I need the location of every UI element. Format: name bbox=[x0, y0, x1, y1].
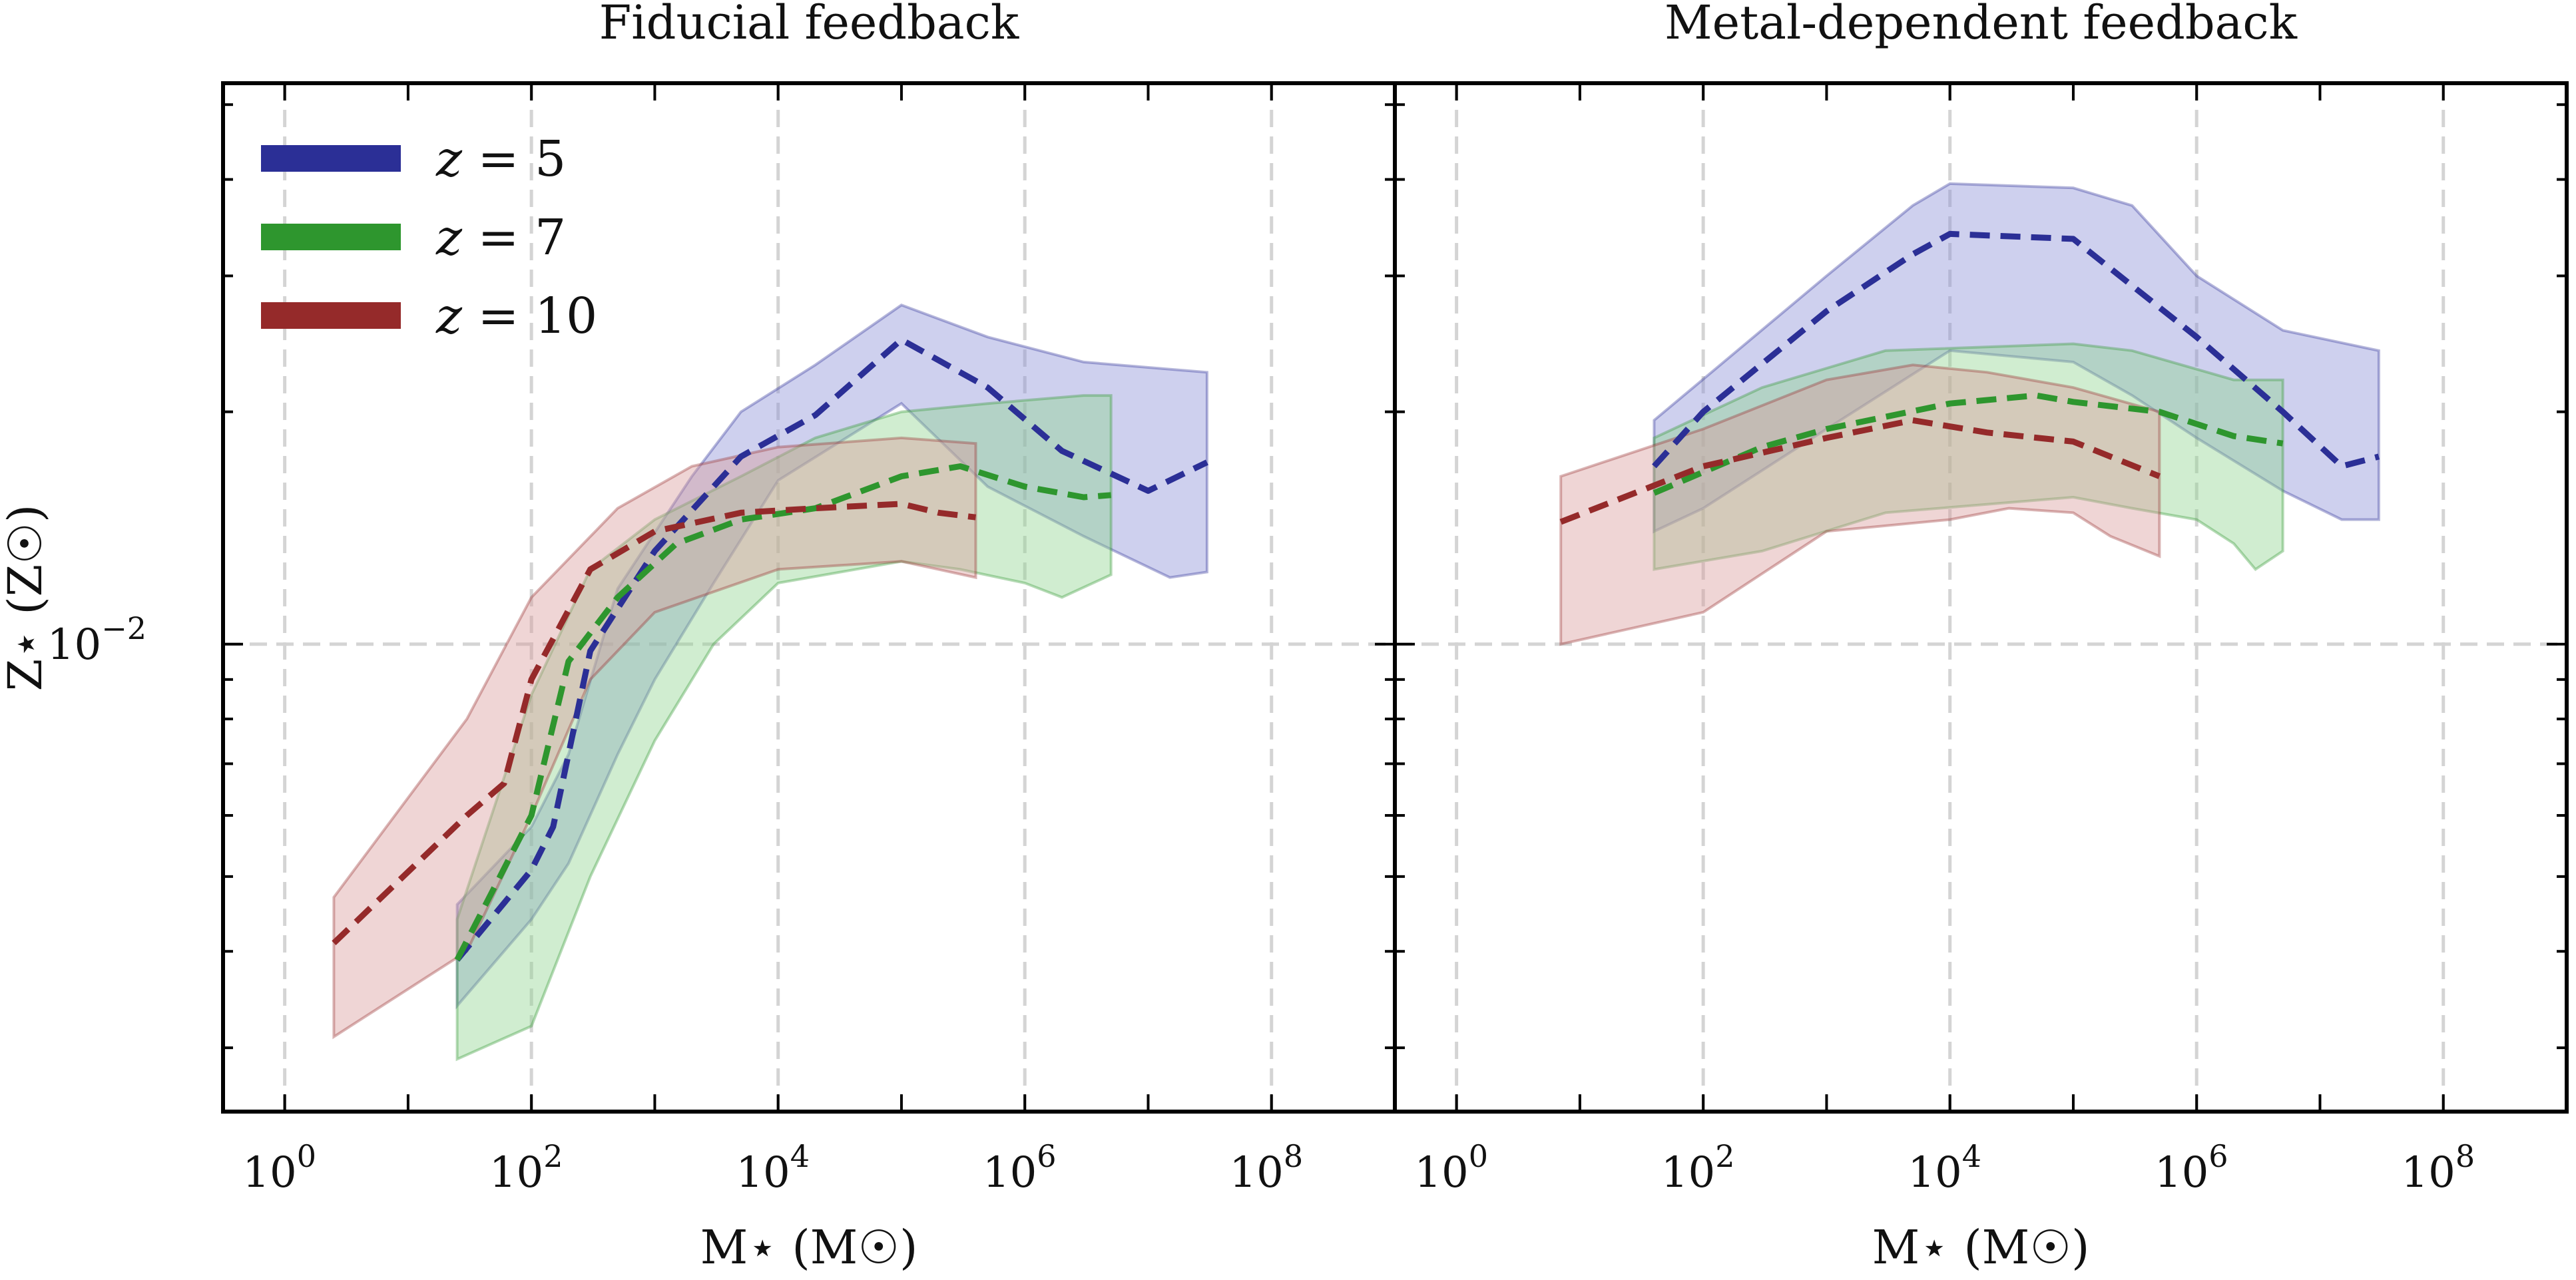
axis-ticks bbox=[223, 83, 2568, 1112]
grid-lines-right bbox=[1395, 83, 2567, 1112]
panel-frame-right bbox=[1393, 81, 2569, 1114]
legend-var: z bbox=[435, 130, 463, 188]
x-tick-exponent: 4 bbox=[1962, 1138, 1981, 1174]
legend-eq: = bbox=[462, 209, 535, 266]
legend: z = 5z = 7z = 10 bbox=[261, 130, 597, 345]
x-tick-base: 10 bbox=[1414, 1148, 1468, 1197]
x-tick-exponent: 2 bbox=[543, 1138, 563, 1174]
legend-swatch-z10 bbox=[261, 302, 401, 329]
x-tick-exponent: 2 bbox=[1715, 1138, 1734, 1174]
median-line-z5-panel0 bbox=[455, 336, 1208, 962]
x-tick-base: 10 bbox=[1908, 1148, 1961, 1197]
median-line-z10-panel1 bbox=[1559, 417, 2161, 525]
plot-area-left bbox=[332, 304, 1208, 1062]
x-tick-label: 106 bbox=[2155, 1138, 2228, 1197]
x-tick-base: 10 bbox=[2155, 1148, 2208, 1197]
scatter-band-z10-panel1 bbox=[1559, 363, 2161, 646]
x-tick-label: 108 bbox=[1229, 1138, 1303, 1197]
median-line-z7-panel1 bbox=[1653, 392, 2284, 496]
scatter-band-z5-panel1 bbox=[1653, 182, 2380, 534]
y-tick-exponent: −2 bbox=[101, 610, 146, 646]
x-tick-base: 10 bbox=[1229, 1148, 1283, 1197]
y-tick-base: 10 bbox=[47, 620, 101, 670]
legend-var: z bbox=[435, 209, 463, 266]
legend-var: z bbox=[435, 288, 463, 345]
x-tick-label: 106 bbox=[983, 1138, 1057, 1197]
legend-label-z5: z = 5 bbox=[435, 130, 566, 188]
x-tick-label: 104 bbox=[1908, 1138, 1981, 1197]
x-tick-label: 100 bbox=[242, 1138, 316, 1197]
scatter-band-z7-panel0 bbox=[455, 394, 1113, 1062]
legend-swatch-z5 bbox=[261, 145, 401, 172]
legend-value: 7 bbox=[535, 209, 566, 266]
x-tick-exponent: 6 bbox=[1037, 1138, 1056, 1174]
x-tick-base: 10 bbox=[983, 1148, 1037, 1197]
x-axis-label-right: M⋆ (M☉) bbox=[1872, 1220, 2090, 1275]
x-tick-label: 100 bbox=[1414, 1138, 1488, 1197]
y-axis-label: Z⋆ (Z☉) bbox=[0, 505, 53, 692]
x-tick-exponent: 0 bbox=[297, 1138, 316, 1174]
legend-swatch-z7 bbox=[261, 224, 401, 250]
panel-title-right: Metal-dependent feedback bbox=[1665, 0, 2298, 50]
grid-lines-left bbox=[223, 83, 1395, 1112]
y-tick-label: 10−2 bbox=[47, 610, 146, 670]
median-line-z10-panel0 bbox=[332, 501, 977, 946]
x-axis-label-left: M⋆ (M☉) bbox=[700, 1220, 918, 1275]
x-tick-base: 10 bbox=[489, 1148, 543, 1197]
x-tick-exponent: 6 bbox=[2208, 1138, 2228, 1174]
legend-label-z10: z = 10 bbox=[435, 288, 597, 345]
panel-title-left: Fiducial feedback bbox=[599, 0, 1019, 50]
x-tick-base: 10 bbox=[736, 1148, 790, 1197]
scatter-band-z5-panel0 bbox=[455, 304, 1208, 1010]
x-tick-label: 108 bbox=[2401, 1138, 2475, 1197]
scatter-band-z10-panel0 bbox=[332, 436, 977, 1040]
scatter-band-z7-panel1 bbox=[1653, 342, 2284, 572]
x-tick-base: 10 bbox=[242, 1148, 296, 1197]
legend-value: 10 bbox=[535, 288, 597, 345]
x-tick-exponent: 8 bbox=[2455, 1138, 2475, 1174]
median-line-z7-panel0 bbox=[454, 463, 1112, 962]
x-tick-label: 102 bbox=[1661, 1138, 1735, 1197]
x-tick-base: 10 bbox=[1661, 1148, 1715, 1197]
legend-label-z7: z = 7 bbox=[435, 209, 566, 266]
x-tick-exponent: 4 bbox=[790, 1138, 810, 1174]
legend-eq: = bbox=[462, 130, 535, 188]
x-tick-base: 10 bbox=[2401, 1148, 2455, 1197]
x-tick-label: 104 bbox=[736, 1138, 810, 1197]
legend-eq: = bbox=[462, 288, 535, 345]
median-line-z5-panel1 bbox=[1652, 230, 2380, 469]
plot-area-right bbox=[1559, 182, 2380, 646]
legend-value: 5 bbox=[535, 130, 566, 188]
x-tick-label: 102 bbox=[489, 1138, 563, 1197]
x-tick-exponent: 0 bbox=[1469, 1138, 1488, 1174]
x-tick-exponent: 8 bbox=[1284, 1138, 1303, 1174]
